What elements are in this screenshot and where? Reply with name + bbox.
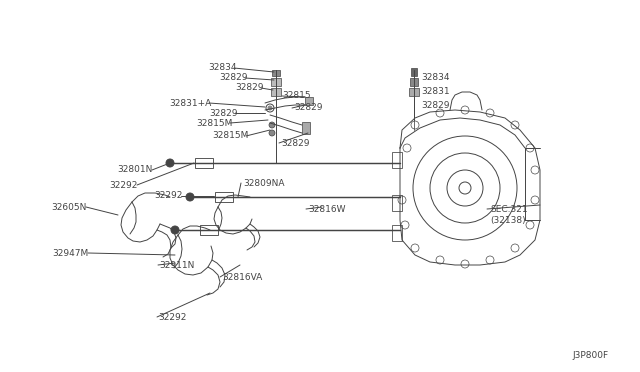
Text: (32138): (32138): [490, 215, 525, 224]
Bar: [392, 225, 402, 241]
Text: 32911N: 32911N: [159, 260, 195, 269]
Text: 32829: 32829: [236, 83, 264, 93]
Bar: [271, 88, 281, 96]
Text: 32831: 32831: [421, 87, 450, 96]
Bar: [195, 158, 213, 168]
Bar: [200, 225, 218, 235]
Text: 32801N: 32801N: [118, 166, 153, 174]
Text: J3P800F: J3P800F: [572, 352, 608, 360]
Text: 32292: 32292: [155, 192, 183, 201]
Circle shape: [269, 122, 275, 128]
Circle shape: [166, 159, 174, 167]
Bar: [302, 122, 310, 134]
Bar: [410, 78, 418, 86]
Text: 32292: 32292: [158, 312, 186, 321]
Text: 32816W: 32816W: [308, 205, 346, 214]
Text: 32831+A: 32831+A: [170, 99, 212, 108]
Text: SEC.321: SEC.321: [490, 205, 527, 214]
Text: 32829: 32829: [294, 103, 323, 112]
Text: 32605N: 32605N: [52, 202, 87, 212]
Bar: [409, 88, 419, 96]
Bar: [215, 192, 233, 202]
Circle shape: [186, 193, 194, 201]
Text: 32816VA: 32816VA: [222, 273, 262, 282]
Text: 32815: 32815: [282, 92, 310, 100]
Text: 32292: 32292: [109, 180, 138, 189]
Text: 32815M: 32815M: [196, 119, 233, 128]
Circle shape: [171, 226, 179, 234]
Bar: [305, 97, 313, 105]
Bar: [411, 68, 417, 76]
Text: 32829: 32829: [421, 100, 449, 109]
Text: 32829: 32829: [209, 109, 238, 118]
Text: 32829: 32829: [281, 138, 310, 148]
Bar: [392, 152, 402, 168]
Bar: [272, 70, 280, 76]
Text: 32815M: 32815M: [212, 131, 249, 141]
Text: 32834: 32834: [421, 73, 449, 81]
Text: 32809NA: 32809NA: [243, 179, 285, 187]
Bar: [271, 78, 281, 86]
Text: 32829: 32829: [220, 74, 248, 83]
Bar: [392, 195, 402, 211]
Text: 32834: 32834: [209, 64, 237, 73]
Circle shape: [269, 130, 275, 136]
Circle shape: [268, 106, 272, 110]
Text: 32947M: 32947M: [52, 248, 89, 257]
